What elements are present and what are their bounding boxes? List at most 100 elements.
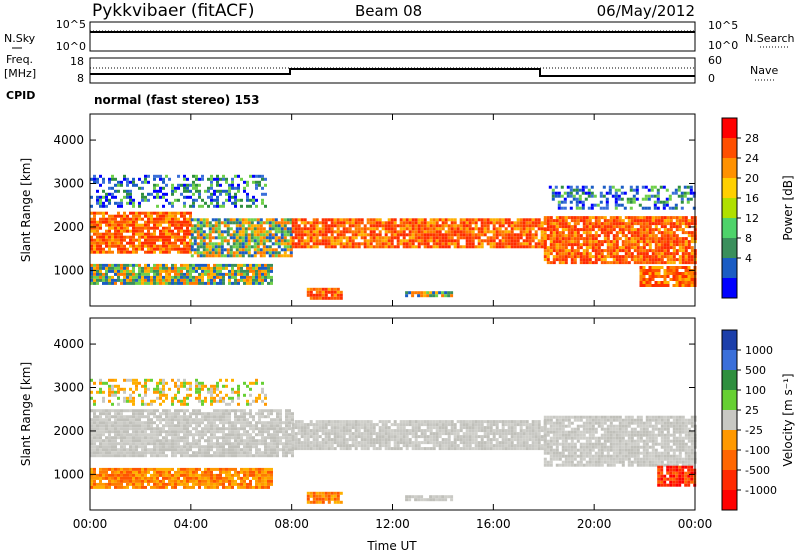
data-cell <box>459 227 463 231</box>
data-cell <box>378 441 382 445</box>
data-cell <box>207 436 210 440</box>
data-cell <box>551 191 555 195</box>
data-cell <box>333 236 337 240</box>
data-cell <box>126 281 129 285</box>
data-cell <box>681 228 685 232</box>
data-cell <box>198 451 201 455</box>
data-cell <box>147 421 150 425</box>
data-cell <box>210 442 213 446</box>
data-cell <box>684 249 688 253</box>
data-cell <box>291 441 295 445</box>
data-cell <box>675 237 679 241</box>
data-cell <box>399 435 403 439</box>
data-cell <box>90 436 93 440</box>
data-cell <box>471 426 475 430</box>
data-cell <box>214 245 218 249</box>
data-cell <box>282 433 285 437</box>
data-cell <box>241 221 245 225</box>
data-cell <box>138 201 141 205</box>
data-cell <box>165 263 168 267</box>
data-cell <box>222 189 225 193</box>
data-cell <box>441 291 445 295</box>
data-cell <box>114 220 117 224</box>
data-cell <box>102 412 105 416</box>
data-cell <box>255 439 258 443</box>
data-cell <box>276 454 279 458</box>
data-cell <box>498 233 502 237</box>
data-cell <box>253 233 257 237</box>
data-cell <box>519 218 523 222</box>
data-cell <box>141 451 144 455</box>
data-cell <box>387 230 391 234</box>
data-cell <box>114 226 117 230</box>
data-cell <box>597 222 601 226</box>
data-cell <box>213 433 216 437</box>
data-cell <box>603 249 607 253</box>
data-cell <box>453 218 457 222</box>
data-cell <box>552 219 556 223</box>
data-cell <box>123 223 126 227</box>
data-cell <box>171 415 174 419</box>
data-cell <box>579 237 583 241</box>
data-cell <box>632 188 636 192</box>
data-cell <box>208 233 212 237</box>
data-cell <box>426 429 430 433</box>
data-cell <box>216 204 219 208</box>
data-cell <box>399 426 403 430</box>
data-cell <box>183 272 186 276</box>
data-cell <box>668 197 672 201</box>
data-cell <box>199 227 203 231</box>
data-cell <box>590 203 594 207</box>
data-cell <box>214 218 218 222</box>
data-cell <box>156 195 159 199</box>
data-cell <box>258 439 261 443</box>
data-cell <box>633 255 637 259</box>
data-cell <box>459 230 463 234</box>
data-cell <box>558 258 562 262</box>
data-cell <box>297 218 301 222</box>
data-cell <box>333 432 337 436</box>
data-cell <box>444 294 448 298</box>
data-cell <box>258 427 261 431</box>
data-cell <box>117 241 120 245</box>
data-cell <box>459 221 463 225</box>
data-cell <box>108 421 111 425</box>
data-cell <box>159 195 162 199</box>
data-cell <box>315 230 319 234</box>
data-cell <box>390 429 394 433</box>
data-cell <box>141 198 144 202</box>
data-cell <box>627 261 631 265</box>
data-cell <box>192 412 195 416</box>
data-cell <box>102 180 105 184</box>
data-cell <box>411 294 415 298</box>
data-cell <box>519 233 523 237</box>
data-cell <box>492 423 496 427</box>
data-cell <box>597 246 601 250</box>
data-cell <box>234 436 237 440</box>
data-cell <box>504 441 508 445</box>
data-cell <box>390 239 394 243</box>
data-cell <box>654 216 658 220</box>
data-cell <box>593 194 597 198</box>
data-cell <box>105 204 108 208</box>
data-cell <box>214 221 218 225</box>
data-cell <box>573 255 577 259</box>
data-cell <box>609 219 613 223</box>
data-cell <box>168 211 171 215</box>
data-cell <box>180 247 183 251</box>
data-cell <box>330 420 334 424</box>
nave-tick-low: 0 <box>708 72 715 85</box>
data-cell <box>165 235 168 239</box>
data-cell <box>174 211 177 215</box>
data-cell <box>99 454 102 458</box>
data-cell <box>108 427 111 431</box>
data-cell <box>669 222 673 226</box>
data-cell <box>363 242 367 246</box>
data-cell <box>585 228 589 232</box>
data-cell <box>498 432 502 436</box>
data-cell <box>225 451 228 455</box>
data-cell <box>126 436 129 440</box>
data-cell <box>168 229 171 233</box>
data-cell <box>291 230 295 234</box>
y-tick-label: 2000 <box>53 220 84 234</box>
